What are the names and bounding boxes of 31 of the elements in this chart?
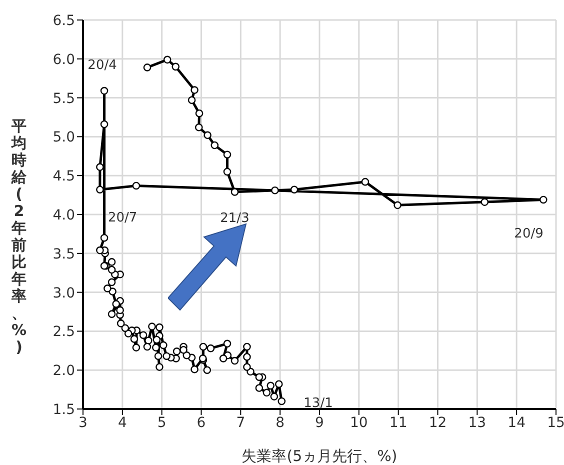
x-tick-label: 9 [315,414,324,431]
x-tick-label: 8 [276,414,285,431]
x-tick-label: 5 [157,414,166,431]
annotation: 20/7 [108,210,138,226]
y-tick-label: 4.5 [52,168,75,185]
annotation: 20/9 [514,226,544,242]
x-tick-label: 7 [236,414,246,431]
y-tick-label: 5.5 [52,90,75,107]
annotation: 13/1 [304,396,333,412]
annotation: 20/4 [88,58,117,73]
x-tick-label: 15 [547,414,564,431]
x-tick-label: 3 [78,414,88,431]
x-tick-label: 10 [350,414,368,431]
x-tick-label: 6 [196,414,206,431]
y-tick-label: 6.0 [52,52,75,68]
y-tick-label: 3.0 [52,285,75,302]
y-tick-label: 2.0 [52,363,75,380]
text: 平均時給(2年前比年率、%) [11,117,27,356]
y-tick-label: 3.5 [52,246,75,262]
x-tick-label: 11 [389,414,408,431]
x-tick-label: 4 [118,414,127,431]
x-tick-label: 13 [468,414,486,431]
x-tick-label: 14 [508,414,526,431]
x-tick-label: 12 [428,414,447,431]
y-tick-label: 2.5 [52,324,75,340]
x-axis-title: 失業率(5ヵ月先行、%) [242,447,398,465]
y-tick-label: 6.5 [52,12,75,29]
annotation: 21/3 [220,210,250,226]
y-tick-label: 4.0 [52,207,75,224]
y-tick-label: 5.0 [52,130,75,146]
y-tick-label: 1.5 [52,402,75,418]
